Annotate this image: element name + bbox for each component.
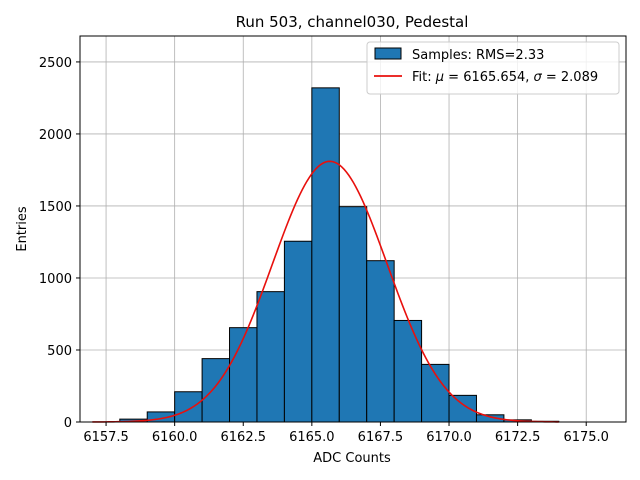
legend-fit-sigma-value: = 2.089	[542, 70, 598, 85]
x-tick-label: 6172.5	[495, 430, 541, 445]
x-tick-label: 6162.5	[221, 430, 267, 445]
x-tick-label: 6165.0	[289, 430, 335, 445]
y-axis-ticks: 0 500 1000 1500 2000 2500	[39, 56, 80, 431]
histogram-bar	[448, 394, 477, 423]
histogram-bars	[119, 87, 560, 423]
x-tick-label: 6167.5	[358, 430, 404, 445]
histogram-bar	[393, 319, 423, 423]
histogram-bar	[229, 327, 258, 423]
y-tick-label: 0	[64, 416, 72, 431]
histogram-bar	[174, 391, 203, 423]
chart-title: Run 503, channel030, Pedestal	[236, 13, 469, 31]
plot-frame	[79, 35, 627, 423]
legend-fit-sigma-symbol: σ	[534, 70, 543, 85]
x-axis-label: ADC Counts	[313, 451, 391, 466]
fit-curve	[92, 160, 559, 423]
legend-fit-mu-symbol: μ	[435, 70, 444, 85]
y-tick-label: 2500	[39, 56, 72, 71]
x-tick-label: 6175.0	[563, 430, 609, 445]
x-tick-label: 6157.5	[83, 430, 129, 445]
legend-fit-prefix: Fit:	[412, 70, 436, 85]
histogram-bar	[283, 240, 313, 423]
legend-box	[366, 41, 620, 95]
y-axis-label: Entries	[15, 206, 30, 252]
y-tick-label: 1500	[39, 200, 72, 215]
histogram-bar	[256, 291, 285, 423]
y-tick-label: 1000	[39, 272, 72, 287]
y-tick-label: 2000	[39, 128, 72, 143]
histogram-bar	[366, 260, 395, 423]
legend-samples-swatch	[374, 47, 402, 60]
legend-fit-label: Fit: μ = 6165.654, σ = 2.089	[412, 70, 598, 85]
legend: Samples: RMS=2.33 Fit: μ = 6165.654, σ =…	[366, 41, 620, 95]
legend-samples-label: Samples: RMS=2.33	[412, 48, 544, 63]
x-axis-ticks: 6157.5 6160.0 6162.5 6165.0 6167.5 6170.0 6172…	[83, 422, 609, 445]
histogram-bar	[338, 206, 368, 423]
legend-fit-mu-value: = 6165.654,	[444, 70, 533, 85]
histogram-bar	[311, 87, 340, 423]
y-tick-label: 500	[47, 344, 72, 359]
histogram-bar	[201, 358, 231, 423]
x-tick-label: 6160.0	[152, 430, 198, 445]
x-tick-label: 6170.0	[426, 430, 472, 445]
